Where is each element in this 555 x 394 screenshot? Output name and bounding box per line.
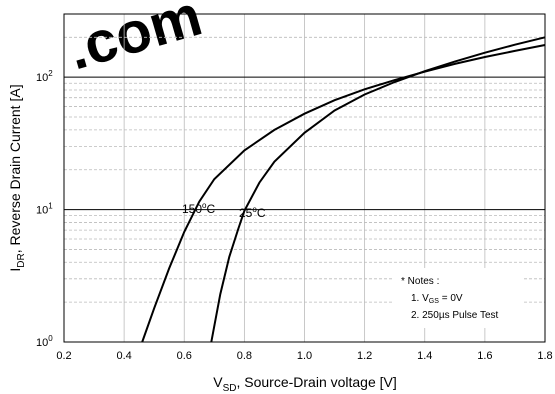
x-tick-labels: 0.2 0.4 0.6 0.8 1.0 1.2 1.4 1.6 1.8	[56, 350, 552, 362]
y-axis-label: IDR, Reverse Drain Current [A]	[7, 84, 27, 271]
y-tick-label: 101	[36, 202, 53, 217]
y-tick-label: 100	[36, 334, 53, 349]
x-tick-label: 1.4	[417, 350, 432, 362]
x-tick-label: 1.6	[477, 350, 492, 362]
plot-frame	[63, 13, 546, 343]
x-axis-label: VSD, Source-Drain voltage [V]	[213, 374, 397, 394]
x-tick-label: 0.6	[177, 350, 192, 362]
x-tick-label: 1.0	[297, 350, 312, 362]
series-150C-label: 150oC	[182, 201, 215, 216]
x-tick-label: 1.2	[357, 350, 372, 362]
x-tick-label: 0.8	[237, 350, 252, 362]
x-tick-label: 1.8	[537, 350, 552, 362]
notes-title: * Notes :	[401, 276, 439, 287]
x-tick-label: 0.4	[116, 350, 131, 362]
y-tick-label: 102	[36, 69, 53, 84]
notes-line-2: 2. 250µs Pulse Test	[411, 310, 499, 321]
notes-line-1: 1. VGS = 0V	[411, 293, 463, 305]
series-25C-label: 25oC	[239, 205, 266, 220]
x-tick-label: 0.2	[56, 350, 71, 362]
watermark-text: .com	[61, 0, 209, 82]
grid	[63, 13, 546, 343]
series-25C-line	[210, 36, 546, 343]
notes-box: * Notes : 1. VGS = 0V 2. 250µs Pulse Tes…	[392, 268, 522, 328]
series-150C-line	[141, 44, 546, 343]
y-tick-labels: 100 101 102	[36, 69, 53, 349]
